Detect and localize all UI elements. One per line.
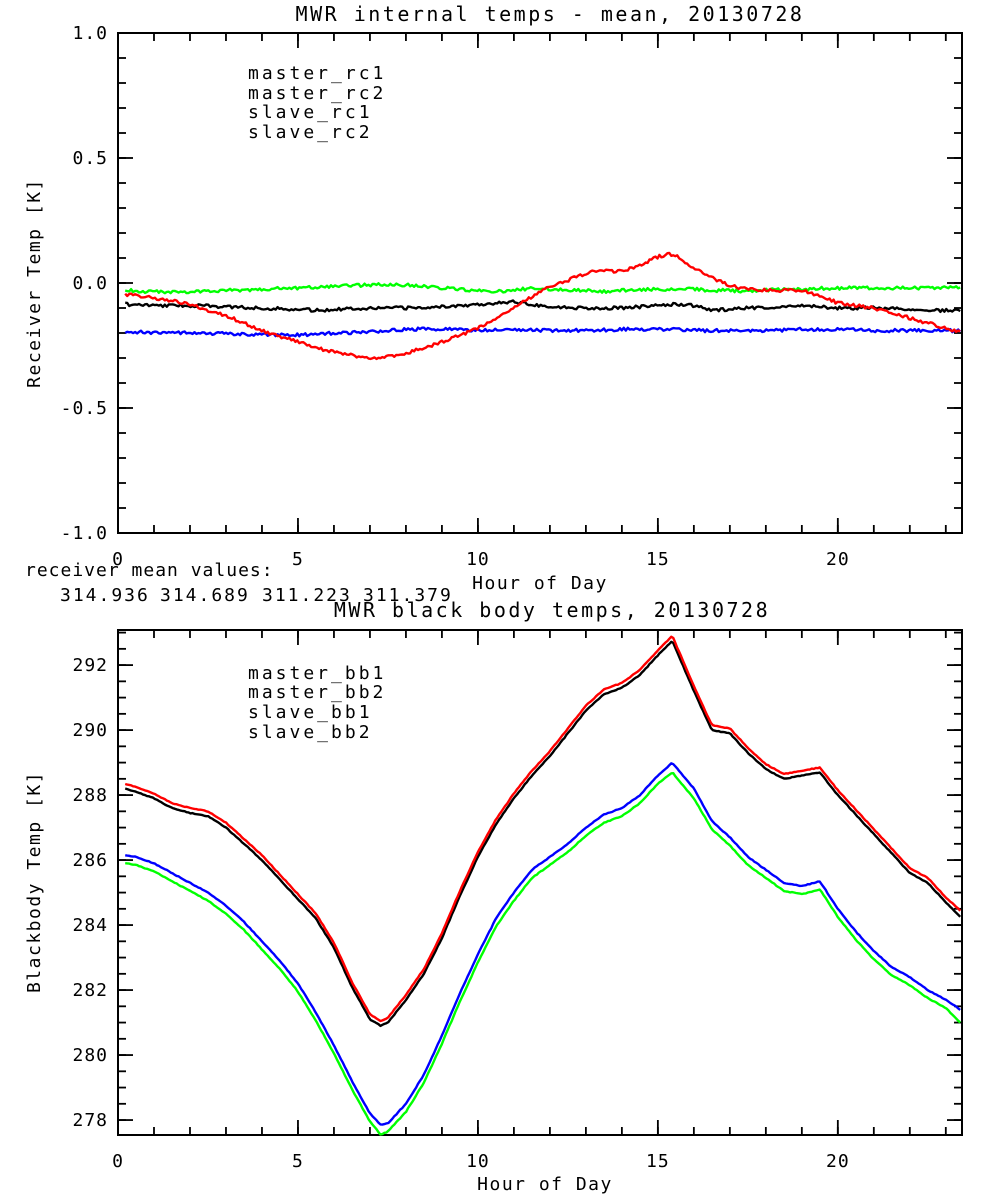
series-master_rc2 <box>124 251 961 361</box>
legend-entry: slave_bb2 <box>248 722 373 743</box>
y-tick-label: 286 <box>72 850 108 871</box>
receiver-mean-values: receiver mean values: 314.936 314.689 31… <box>25 560 453 606</box>
y-tick-label: 278 <box>72 1110 108 1131</box>
y-tick-label: 284 <box>72 915 108 936</box>
x-tick-label: 0 <box>112 1151 124 1172</box>
x-tick-label: 0 <box>112 549 124 570</box>
mean-values-label: receiver mean values: <box>25 560 274 581</box>
blackbody-y-axis-label: Blackbody Temp [K] <box>24 771 45 993</box>
x-tick-label: 5 <box>292 549 304 570</box>
y-tick-label: 288 <box>72 785 108 806</box>
y-tick-label: 290 <box>72 720 108 741</box>
series-slave_bb2 <box>125 772 962 1136</box>
receiver-x-axis-label: Hour of Day <box>472 573 608 594</box>
y-tick-label: 292 <box>72 655 108 676</box>
series-slave_bb1 <box>125 762 961 1126</box>
chart-title-blackbody: MWR black body temps, 20130728 <box>334 598 770 622</box>
y-tick-label: 282 <box>72 980 108 1001</box>
x-tick-label: 20 <box>826 549 850 570</box>
series-slave_rc1 <box>124 326 962 338</box>
receiver-temp-chart: 0 5 10 15 20 1.0 0.5 0.0 -0.5 -1.0 <box>61 23 963 570</box>
mean-value: 314.689 <box>160 585 250 606</box>
legend-entry: master_rc2 <box>248 83 386 104</box>
receiver-legend: master_rc1 master_rc2 slave_rc1 slave_rc… <box>248 63 386 143</box>
legend-entry: master_bb1 <box>248 663 386 684</box>
x-tick-label: 10 <box>466 549 490 570</box>
legend-entry: slave_rc1 <box>248 102 373 123</box>
x-tick-label: 20 <box>826 1151 850 1172</box>
series-master_rc1 <box>125 299 961 314</box>
x-tick-label: 10 <box>466 1151 490 1172</box>
mean-value: 311.223 <box>262 585 352 606</box>
series-master_bb1 <box>124 640 962 1028</box>
legend-entry: slave_bb1 <box>248 702 373 723</box>
legend-entry: master_rc1 <box>248 63 386 84</box>
y-tick-label: 0.5 <box>72 148 108 169</box>
y-tick-label: 0.0 <box>72 273 108 294</box>
plot-frame <box>117 32 963 534</box>
receiver-y-axis-label: Receiver Temp [K] <box>24 178 45 388</box>
y-tick-label: -0.5 <box>61 398 108 419</box>
blackbody-x-axis-label: Hour of Day <box>477 1174 613 1195</box>
series-master_bb2 <box>124 635 962 1023</box>
mean-value: 314.936 <box>60 585 150 606</box>
y-tick-label: -1.0 <box>61 523 108 544</box>
x-tick-label: 15 <box>646 549 670 570</box>
y-tick-label: 1.0 <box>72 23 108 44</box>
blackbody-temp-chart: 0 5 10 15 20 292 290 288 286 284 282 280 278 <box>72 629 963 1172</box>
legend-entry: slave_rc2 <box>248 122 373 143</box>
x-tick-label: 15 <box>646 1151 670 1172</box>
mean-value: 311.379 <box>363 585 453 606</box>
y-tick-label: 280 <box>72 1045 108 1066</box>
x-tick-label: 5 <box>292 1151 304 1172</box>
plot-frame <box>117 629 963 1136</box>
chart-title-receiver: MWR internal temps - mean, 20130728 <box>296 2 805 26</box>
blackbody-legend: master_bb1 master_bb2 slave_bb1 slave_bb… <box>248 663 386 743</box>
legend-entry: master_bb2 <box>248 682 386 703</box>
